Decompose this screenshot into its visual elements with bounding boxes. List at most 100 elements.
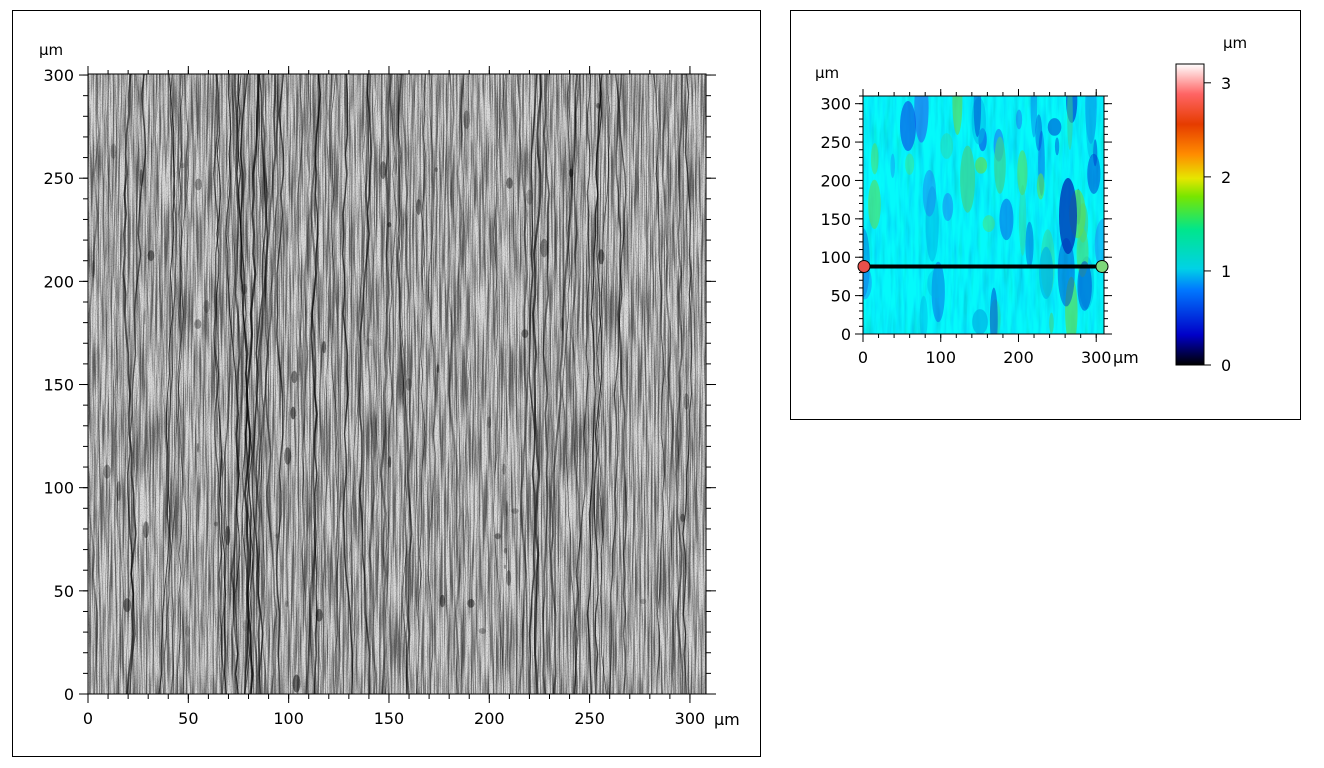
surface-streak [349,74,370,694]
surface-streak [296,74,308,694]
height-feature [942,192,954,222]
height-feature [1094,218,1104,271]
surface-streak [385,74,398,694]
surface-spot [436,364,440,374]
surface-spot [478,627,487,635]
surface-spot [290,406,296,420]
surface-spot [103,464,111,479]
surface-streak [308,74,323,694]
surface-spot [560,317,564,332]
surface-streak [122,74,137,694]
y-tick-label: 200 [43,272,74,291]
colorbar [1175,63,1205,366]
surface-streak [177,74,188,694]
height-feature [1025,221,1034,268]
surface-streak [448,74,465,694]
surface-spot [240,283,248,295]
surface-streak [364,74,377,694]
height-feature [1030,96,1038,138]
height-feature [1049,312,1054,334]
surface-streak [243,74,260,694]
surface-streak [330,74,339,694]
y-tick-label: 200 [820,171,851,190]
x-tick-label: 50 [178,709,198,728]
surface-streak [516,74,528,694]
surface-spot [639,598,647,605]
height-feature [972,309,988,334]
surface-spot [540,238,549,258]
surface-streak [124,74,142,694]
x-tick-label: 200 [474,709,505,728]
y-tick-label: 100 [43,479,74,498]
y-tick-label: 300 [820,95,851,114]
surface-spot [143,521,150,539]
x-tick-label: 0 [83,709,93,728]
surface-streak [176,74,183,694]
surface-streak [661,74,676,694]
height-feature [973,96,982,138]
surface-streak [528,74,538,694]
x-tick-label: 100 [925,348,956,367]
surface-streak [615,74,628,694]
surface-spot [503,547,508,554]
surface-spot [194,178,202,191]
surface-spot [292,674,301,693]
surface-spot [405,378,412,391]
height-feature [1087,153,1101,194]
height-feature [1077,261,1092,311]
height-feature [1017,150,1028,196]
surface-streak [264,74,279,694]
x-tick-label: 300 [675,709,706,728]
surface-spot [315,608,323,622]
y-tick-label: 250 [43,169,74,188]
surface-streak [104,74,125,694]
x-tick-label: 150 [374,709,405,728]
height-feature [1057,238,1075,307]
surface-spot [683,393,689,410]
surface-spot [379,161,387,179]
height-feature [1085,96,1096,159]
surface-spot [123,598,132,613]
colorbar-tick-label: 3 [1221,74,1231,93]
surface-streak [166,74,177,694]
y-unit-label: µm [39,41,63,59]
height-feature [1047,118,1062,136]
surface-spot [434,167,438,172]
surface-spot [467,598,475,608]
surface-spot [596,103,600,109]
surface-spot [110,143,117,159]
height-feature [1015,109,1023,130]
height-feature [919,295,928,334]
y-tick-label: 250 [820,133,851,152]
height-feature [975,157,988,174]
surface-streak [254,74,269,694]
profile-start-handle[interactable] [857,259,871,273]
surface-streak [682,74,693,694]
profile-end-handle[interactable] [1095,259,1109,273]
height-feature [1039,246,1054,300]
surface-spot [242,620,248,632]
height-feature [922,169,937,217]
surface-spot [196,443,199,453]
height-feature [868,179,881,230]
surface-streak [158,74,176,694]
height-feature [925,186,939,262]
colorbar-tick-label: 2 [1221,168,1231,187]
surface-spot [285,600,289,607]
surface-spot [597,249,605,265]
surface-spot [213,521,218,527]
height-feature [999,198,1014,241]
surface-streak [415,74,426,694]
surface-spot [147,250,155,262]
surface-streak [549,74,579,694]
height-feature [1085,96,1097,144]
height-feature [1054,137,1060,156]
surface-streak [459,74,470,694]
height-feature [863,265,872,300]
surface-streak [251,74,267,694]
x-unit-label: µm [1113,348,1139,367]
x-tick-label: 0 [858,348,868,367]
surface-streak [596,74,611,694]
y-tick-label: 50 [831,287,851,306]
